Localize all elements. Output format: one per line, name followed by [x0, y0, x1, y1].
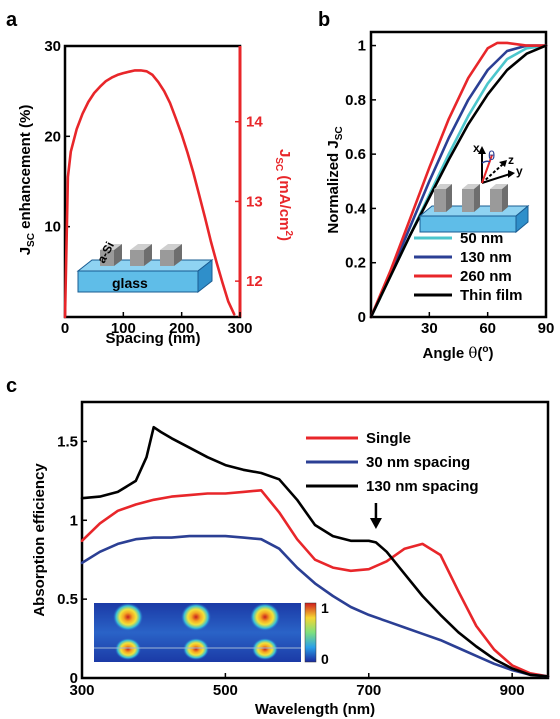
chart-a-right-tick-label: 12	[246, 273, 263, 290]
colorbar-max-label: 1	[321, 600, 329, 616]
chart-c-arrow-marker	[369, 503, 382, 529]
chart-a-y-tick-label: 10	[44, 219, 61, 236]
axis-y-arrow	[481, 173, 511, 184]
chart-c-y-tick-label: 1.5	[57, 433, 78, 450]
nanowire-2	[130, 244, 152, 266]
field-hotspot-3	[250, 603, 280, 660]
chart-a: 0 100 200 300 10 20 30 12 13 14 a-Si glass	[17, 38, 294, 347]
panel-label-a: a	[6, 9, 18, 31]
chart-b-legend-label: 260 nm	[460, 268, 512, 285]
chart-b-y-tick-label: 0	[358, 309, 366, 326]
colorbar-min-label: 0	[321, 651, 329, 667]
substrate-label: glass	[112, 275, 148, 291]
chart-a-series-1	[63, 69, 236, 319]
chart-a-x-tick-label: 0	[61, 320, 69, 337]
chart-b-legend-label: 130 nm	[460, 249, 512, 266]
chart-b-series-thin-film	[369, 44, 548, 319]
chart-c-y-tick-label: 0.5	[57, 591, 78, 608]
chart-a-x-tick-label: 200	[169, 320, 194, 337]
field-hotspot-1	[113, 603, 143, 660]
chart-c-x-tick-label: 500	[213, 682, 238, 699]
chart-b-legend-label: Thin film	[460, 287, 523, 304]
incident-direction	[481, 154, 493, 184]
chart-b-series-50-nm	[369, 44, 548, 319]
chart-c-series-30-nm-spacing	[80, 534, 550, 678]
chart-b-y-tick-label: 0.4	[345, 200, 367, 217]
chart-c-x-tick-label: 900	[500, 682, 525, 699]
chart-a-y-tick-label: 20	[44, 128, 61, 145]
chart-c-x-tick-label: 700	[356, 682, 381, 699]
inset-nanowire-2	[462, 184, 480, 212]
chart-c-series-single	[80, 488, 550, 678]
panel-label-b: b	[318, 9, 330, 31]
chart-c-y-axis-title: Absorption efficiency	[31, 463, 48, 617]
chart-b-x-tick-label: 30	[421, 320, 438, 337]
inset-substrate-side	[515, 204, 529, 234]
chart-b: 30 60 90 0 0.2 0.4 0.6 0.8 1 x y z θ 50 nm 130 nm…	[325, 30, 555, 362]
chart-a-right-tick-label: 14	[246, 114, 263, 131]
chart-c-y-tick-label: 1	[70, 512, 78, 529]
field-map-inset: 1 0	[94, 600, 329, 667]
chart-b-legend: 50 nm 130 nm 260 nm Thin film	[414, 230, 523, 304]
chart-b-series-260-nm	[369, 41, 548, 319]
chart-c-legend-label: 30 nm spacing	[366, 454, 470, 471]
inset-z-label: z	[508, 153, 514, 167]
chart-a-x-tick-label: 300	[227, 320, 252, 337]
chart-c-series-130-nm-spacing	[80, 425, 550, 678]
colorbar	[304, 602, 317, 663]
chart-b-y-tick-label: 0.8	[345, 92, 366, 109]
chart-c-legend-label: Single	[366, 430, 411, 447]
nanowire-3	[160, 244, 182, 266]
inset-nanowire-3	[490, 184, 508, 212]
chart-b-legend-label: 50 nm	[460, 230, 503, 247]
inset-x-label: x	[473, 141, 480, 155]
chart-b-x-tick-label: 90	[538, 320, 555, 337]
chart-c-y-tick-label: 0	[70, 670, 78, 687]
chart-b-frame	[369, 30, 548, 319]
chart-c: 300 500 700 900 0 0.5 1 1.5 Single 30 nm spacing…	[31, 400, 550, 718]
chart-c-x-tick-label: 300	[69, 682, 94, 699]
chart-a-right-tick-label: 13	[246, 193, 263, 210]
field-hotspot-2	[181, 603, 211, 660]
nanowire-1	[100, 244, 122, 266]
theta-arc	[481, 160, 491, 164]
chart-a-x-tick-label: 100	[111, 320, 136, 337]
inset-y-label: y	[516, 164, 523, 178]
chart-a-inset: a-Si glass	[76, 239, 214, 294]
chart-b-y-tick-label: 0.2	[345, 255, 366, 272]
glass-substrate-side	[197, 258, 213, 294]
panel-label-c: c	[6, 375, 17, 397]
inset-theta-label: θ	[488, 148, 495, 163]
arrow-head	[369, 518, 382, 529]
chart-b-series-130-nm	[369, 44, 548, 319]
chart-b-x-axis-title: Angle θ(o)	[423, 344, 494, 362]
chart-c-x-axis-title: Wavelength (nm)	[255, 701, 375, 718]
chart-b-y-axis-title: Normalized JSC	[325, 126, 345, 233]
chart-b-y-tick-label: 1	[358, 38, 366, 55]
chart-a-right-axis-title: JSC (mA/cm2)	[273, 149, 294, 241]
chart-a-y-axis-title: JSC enhancement (%)	[17, 105, 37, 256]
chart-c-legend-label: 130 nm spacing	[366, 478, 479, 495]
chart-b-y-tick-label: 0.6	[345, 146, 366, 163]
chart-a-x-axis-title: Spacing (nm)	[105, 330, 200, 347]
chart-a-y-tick-label: 30	[44, 38, 61, 55]
chart-b-inset: x y z θ	[418, 141, 530, 234]
inset-nanowire-1	[434, 184, 452, 212]
chart-c-legend: Single 30 nm spacing 130 nm spacing	[306, 430, 479, 495]
chart-b-x-tick-label: 60	[479, 320, 496, 337]
